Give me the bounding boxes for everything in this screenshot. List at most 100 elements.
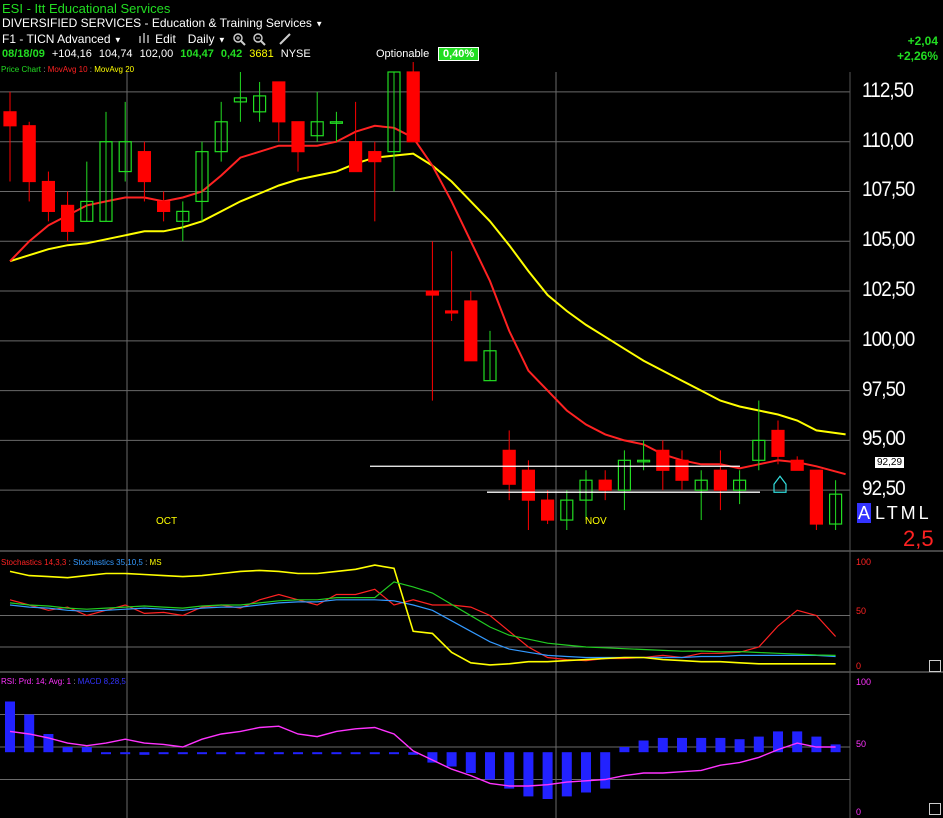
- macd-bar: [792, 731, 803, 753]
- candle: [675, 459, 689, 481]
- price-axis-label: 92,50: [862, 477, 906, 501]
- macd-bar: [715, 737, 726, 753]
- legend-stoch-a: Stochastics 14,3,3: [1, 558, 67, 567]
- candle: [291, 121, 305, 153]
- quote-last: 104,47: [180, 48, 214, 60]
- stoch-axis-0: 0: [856, 661, 862, 671]
- quote-bar: 08/18/09 +104,16 104,74 102,00 104,47 0,…: [2, 48, 311, 60]
- period-dropdown[interactable]: Daily ▼: [188, 32, 226, 46]
- price-axis-label: 110,00: [862, 128, 914, 152]
- macd-bar: [62, 747, 73, 753]
- macd-bar: [120, 752, 131, 755]
- candle: [329, 121, 343, 124]
- macd-bar: [312, 752, 323, 755]
- candle: [214, 121, 228, 153]
- candle: [560, 499, 574, 521]
- candle: [445, 310, 459, 314]
- candle: [118, 141, 132, 173]
- candle: [598, 479, 612, 491]
- macd-bar: [504, 752, 515, 789]
- price-legend: Price Chart : MovAvg 10 : MovAvg 20: [1, 65, 135, 74]
- stoch-axis-50: 50: [856, 606, 867, 616]
- macd-bar: [446, 752, 457, 767]
- candle: [310, 121, 324, 137]
- period-label: Daily: [187, 32, 215, 46]
- macd-bar: [5, 701, 15, 753]
- stoch-line: [9, 599, 836, 659]
- rsi-axis-50: 50: [856, 739, 867, 749]
- optionable-label: Optionable: [376, 48, 430, 60]
- stoch-panel-maximize-button[interactable]: [929, 660, 941, 672]
- macd-bar: [638, 740, 649, 753]
- chevron-down-icon: ▼: [217, 35, 226, 45]
- macd-bar: [811, 736, 822, 753]
- zoom-in-icon[interactable]: [232, 32, 246, 46]
- price-axis-label: 105,00: [862, 228, 915, 252]
- macd-bar: [677, 737, 687, 753]
- macd-bar: [197, 752, 207, 755]
- price-axis-label: 107,50: [862, 178, 915, 202]
- macd-bar: [523, 752, 534, 797]
- candle: [176, 210, 190, 222]
- rsi-axis-100: 100: [856, 677, 872, 687]
- candle: [713, 469, 728, 491]
- candle: [694, 479, 708, 491]
- candle: [732, 479, 747, 491]
- zoom-out-icon[interactable]: [252, 32, 266, 46]
- change-abs: +2,04: [907, 34, 938, 48]
- stoch-signal-line: [9, 581, 836, 656]
- macd-bar: [254, 752, 265, 755]
- macd-bar: [408, 752, 419, 755]
- macd-bar: [657, 737, 668, 753]
- macd-bar: [273, 752, 284, 755]
- industry-selector[interactable]: DIVERSIFIED SERVICES - Education & Train…: [2, 16, 323, 30]
- quote-open: +104,16: [51, 48, 92, 60]
- stoch-line: [9, 588, 837, 662]
- macd-bar: [177, 752, 188, 755]
- candle: [752, 439, 766, 461]
- layout-dropdown[interactable]: F1 - TICN Advanced ▼: [2, 32, 122, 46]
- chevron-down-icon: ▼: [315, 19, 324, 29]
- candle: [502, 449, 516, 485]
- macd-bar: [235, 752, 246, 755]
- toolbar: F1 - TICN Advanced ▼ Edit Daily ▼: [2, 32, 292, 46]
- draw-pen-icon[interactable]: [278, 32, 292, 46]
- candle: [3, 111, 17, 127]
- macd-bar: [101, 752, 111, 755]
- chevron-down-icon: ▼: [113, 35, 122, 45]
- rsi-panel-maximize-button[interactable]: [929, 803, 941, 815]
- last-price-label: 92,29: [875, 457, 905, 468]
- legend-ma20: MovAvg 20: [94, 65, 135, 74]
- candle: [483, 350, 497, 382]
- month-label-oct: OCT: [156, 516, 178, 527]
- candle: [540, 499, 555, 521]
- altml-prefix: A: [857, 503, 872, 523]
- candle: [656, 449, 670, 471]
- stoch-line: [9, 564, 836, 666]
- macd-bar: [600, 752, 611, 789]
- candle: [790, 459, 804, 471]
- macd-bar: [350, 752, 361, 755]
- price-axis-label: 97,50: [862, 377, 906, 401]
- altml-value: 2,5: [903, 526, 934, 551]
- candle: [233, 97, 247, 103]
- rsi-line: [9, 725, 836, 787]
- quote-high: 104,74: [98, 48, 133, 60]
- candle: [349, 141, 363, 173]
- candle: [22, 125, 36, 183]
- macd-bar: [753, 736, 764, 753]
- macd-bar: [830, 744, 841, 753]
- edit-button[interactable]: Edit: [138, 32, 176, 46]
- macd-bar: [773, 731, 783, 753]
- symbol-title: ESI - Itt Educational Services: [2, 1, 171, 16]
- macd-bar: [216, 752, 227, 755]
- macd-bar: [619, 747, 630, 753]
- candle: [828, 493, 843, 525]
- ma10-line: [9, 124, 846, 476]
- layout-label: F1 - TICN Advanced: [2, 32, 111, 46]
- stoch-legend: Stochastics 14,3,3 : Stochastics 35,10,5…: [1, 558, 162, 567]
- change-pct: +2,26%: [896, 49, 938, 63]
- legend-macd: MACD 8,28,5: [77, 677, 126, 686]
- candle: [41, 180, 56, 212]
